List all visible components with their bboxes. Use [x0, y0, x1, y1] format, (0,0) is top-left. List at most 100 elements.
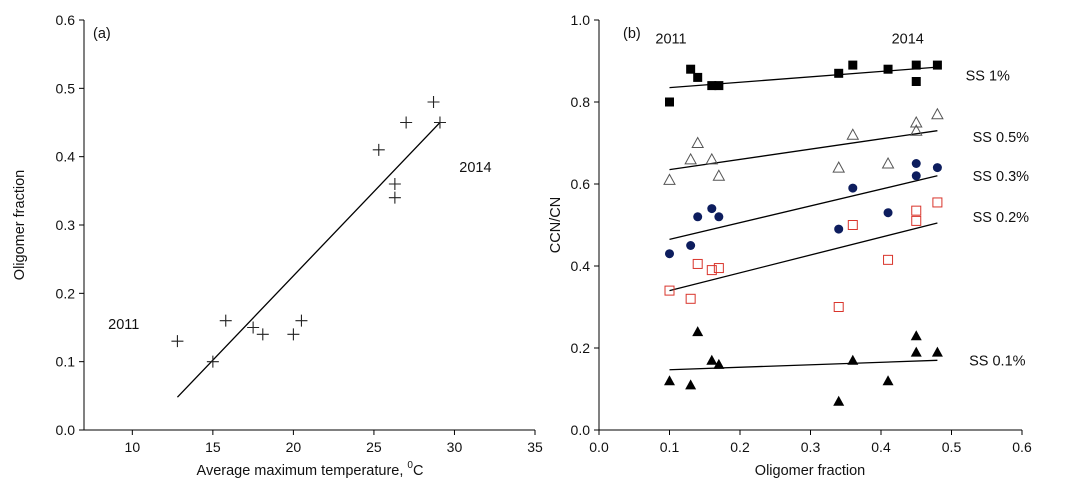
series-1-point [909, 124, 923, 136]
series-4-point [706, 354, 718, 365]
y-tick-label: 0.1 [56, 354, 76, 370]
panel-b: 0.0 0.1 0.2 0.3 0.4 0.5 0.6 0.0 0.2 0.4 0.6 0.8 1.0… [548, 12, 1032, 479]
data-point [287, 328, 300, 341]
series-0-point [686, 64, 696, 74]
series-1-fit-line [669, 130, 938, 171]
series-1-point [832, 161, 846, 173]
y-tick-label: 0.6 [56, 12, 76, 28]
panel-b-annotations: SS 1% SS 0.5% SS 0.3% SS 0.2% SS 0.1% 2011 201… [655, 31, 1029, 369]
year-annotation: 2011 [655, 31, 686, 47]
y-tick-label: 0.3 [56, 217, 76, 233]
series-1-point [909, 115, 923, 128]
series-3-point [847, 220, 858, 230]
series-2-point [686, 241, 696, 250]
panel-b-x-ticks: 0.0 0.1 0.2 0.3 0.4 0.5 0.6 [589, 430, 1032, 455]
panel-b-points [663, 60, 944, 406]
series-4-point [713, 358, 725, 369]
y-tick-label: 0.2 [571, 340, 591, 356]
series-3-fit-line [669, 222, 938, 292]
data-point [256, 328, 269, 341]
panel-a-annotations: 2011 2014 [108, 160, 491, 333]
y-tick-label: 0.0 [56, 422, 76, 438]
series-1-point [691, 136, 705, 148]
x-tick-label: 30 [447, 439, 463, 455]
panel-b-y-ticks: 0.0 0.2 0.4 0.6 0.8 1.0 [571, 12, 599, 438]
series-3-point [664, 285, 675, 296]
panel-b-ylabel: CCN/CN [548, 197, 564, 253]
series-2-point [883, 208, 893, 218]
series-3-point [911, 215, 922, 226]
series-3-point [685, 293, 696, 304]
series-1-label: SS 0.5% [973, 130, 1030, 146]
y-tick-label: 0.4 [571, 258, 591, 274]
series-1-point [705, 152, 719, 165]
series-2-point [848, 183, 858, 193]
x-tick-label: 0.2 [730, 439, 750, 455]
series-2-label: SS 0.3% [973, 169, 1030, 185]
data-point [372, 143, 385, 156]
series-0-label: SS 1% [966, 68, 1010, 84]
series-0-point [932, 60, 942, 70]
panel-a-xlabel-text: Average maximum temperature, [197, 463, 408, 479]
data-point [388, 191, 401, 204]
regression-line [176, 122, 441, 398]
year-annotation: 2014 [892, 31, 924, 47]
panel-a-points [171, 96, 446, 368]
series-3-label: SS 0.2% [973, 210, 1030, 226]
y-tick-label: 0.4 [56, 149, 76, 165]
data-point [388, 178, 401, 190]
x-tick-label: 15 [205, 439, 221, 455]
panel-b-label: (b) [623, 26, 641, 42]
data-point [219, 314, 232, 327]
series-0-point [883, 64, 893, 74]
series-4-point [910, 330, 922, 341]
panel-a-axis-frame [83, 20, 535, 431]
series-2-fit-line [669, 175, 938, 240]
x-tick-label: 0.4 [871, 439, 891, 455]
x-tick-label: 0.0 [589, 439, 609, 455]
series-2-point [911, 159, 921, 168]
series-0-point [848, 60, 858, 70]
series-3-point [932, 197, 943, 208]
y-tick-label: 0.8 [571, 94, 591, 110]
panel-a-xlabel: Average maximum temperature, 0C [197, 460, 424, 479]
year-annotation: 2014 [459, 160, 491, 176]
series-4-point [882, 375, 894, 386]
data-point [206, 355, 219, 368]
series-4-point [833, 395, 845, 406]
series-2-point [932, 163, 942, 173]
x-tick-label: 0.3 [801, 439, 821, 455]
series-3-point [911, 205, 922, 216]
y-tick-label: 0.2 [56, 285, 76, 301]
x-tick-label: 0.1 [660, 439, 680, 455]
series-2-point [707, 204, 717, 214]
panel-a-label: (a) [93, 26, 111, 42]
series-3-point [706, 265, 717, 276]
data-point [247, 321, 260, 334]
series-2-point [834, 224, 844, 234]
panel-b-axis-frame [598, 20, 1022, 431]
series-4-point [847, 354, 859, 365]
x-tick-label: 25 [366, 439, 382, 455]
series-2-point [693, 212, 703, 222]
series-3-point [883, 254, 894, 265]
series-1-point [663, 173, 676, 185]
data-point [295, 314, 308, 327]
series-4-point [910, 346, 922, 357]
series-2-point [714, 212, 724, 222]
series-4-label: SS 0.1% [969, 353, 1026, 369]
series-0-point [714, 81, 724, 91]
x-tick-label: 10 [125, 439, 141, 455]
series-0-point [911, 60, 921, 70]
y-tick-label: 0.5 [56, 80, 76, 96]
panel-a-x-ticks: 10 15 20 25 30 35 [125, 430, 543, 455]
panel-a-ylabel: Oligomer fraction [12, 170, 28, 280]
series-0-point [707, 81, 717, 91]
series-0-point [693, 72, 703, 82]
panel-a-fit-layer [176, 122, 441, 398]
y-tick-label: 0.0 [571, 422, 591, 438]
data-point [400, 116, 413, 129]
series-2-point [911, 171, 921, 181]
series-0-point [665, 97, 674, 107]
series-4-point [685, 379, 697, 390]
